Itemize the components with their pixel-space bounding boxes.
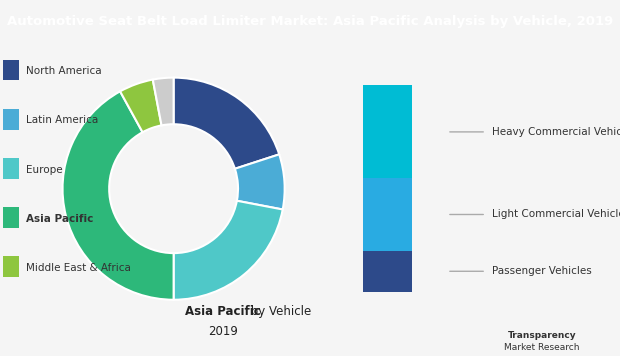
Text: Market Research: Market Research bbox=[504, 344, 580, 352]
Bar bbox=[3, 256, 19, 277]
Wedge shape bbox=[63, 91, 174, 300]
Text: North America: North America bbox=[26, 66, 102, 76]
Text: Passenger Vehicles: Passenger Vehicles bbox=[492, 266, 591, 276]
Text: Asia Pacific: Asia Pacific bbox=[185, 305, 261, 318]
Bar bbox=[363, 251, 412, 292]
Bar bbox=[3, 207, 19, 228]
Wedge shape bbox=[235, 155, 285, 209]
Text: by Vehicle: by Vehicle bbox=[247, 305, 311, 318]
Text: Light Commercial Vehicles: Light Commercial Vehicles bbox=[492, 209, 620, 220]
Wedge shape bbox=[120, 80, 162, 132]
Wedge shape bbox=[153, 78, 174, 125]
Text: Latin America: Latin America bbox=[26, 115, 99, 125]
Text: Asia Pacific: Asia Pacific bbox=[26, 214, 94, 224]
Text: Transparency: Transparency bbox=[508, 331, 576, 340]
Bar bbox=[3, 59, 19, 80]
Bar bbox=[363, 178, 412, 251]
Text: Middle East & Africa: Middle East & Africa bbox=[26, 263, 131, 273]
Bar bbox=[3, 158, 19, 179]
Bar bbox=[363, 85, 412, 178]
Wedge shape bbox=[174, 78, 279, 169]
Wedge shape bbox=[174, 201, 283, 300]
Text: Heavy Commercial Vehicles: Heavy Commercial Vehicles bbox=[492, 127, 620, 137]
Bar bbox=[3, 109, 19, 130]
Text: Europe: Europe bbox=[26, 164, 63, 174]
Text: 2019: 2019 bbox=[208, 325, 238, 337]
Text: Automotive Seat Belt Load Limiter Market: Asia Pacific Analysis by Vehicle, 2019: Automotive Seat Belt Load Limiter Market… bbox=[7, 15, 613, 28]
